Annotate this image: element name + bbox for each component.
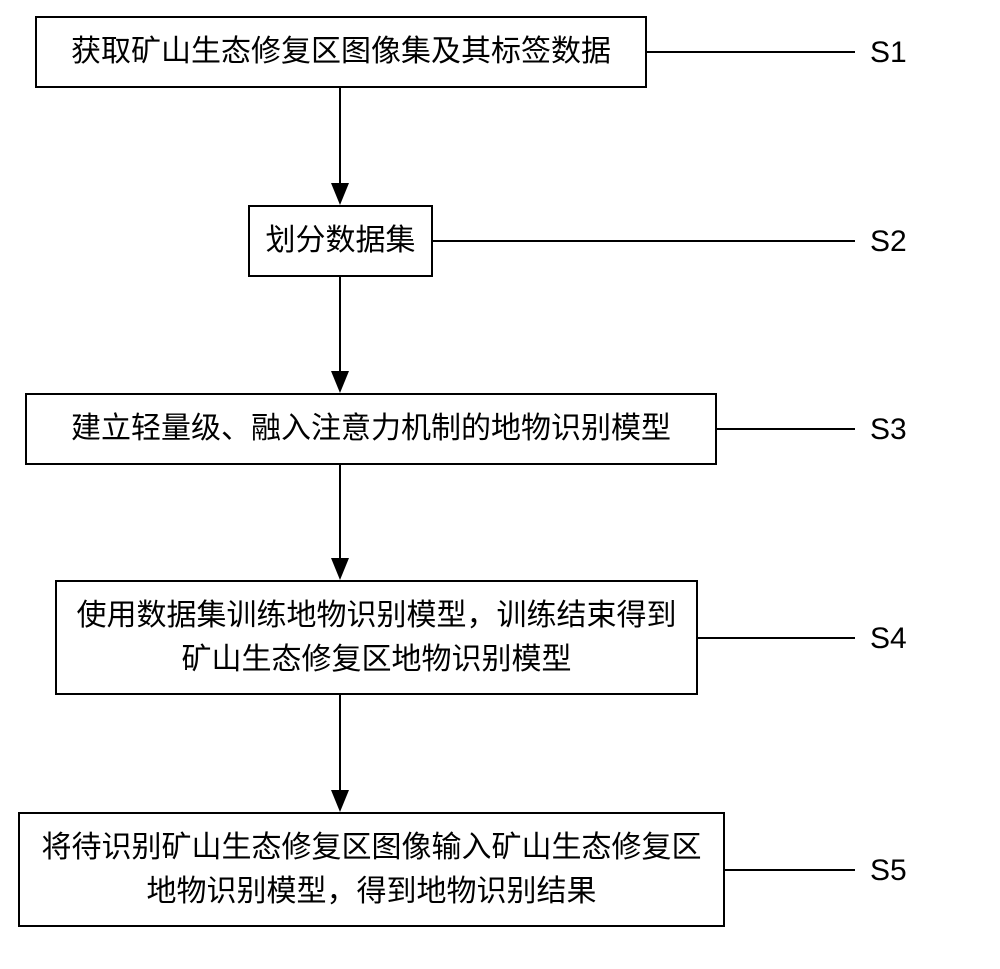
step-label-s4: S4	[870, 622, 907, 656]
flow-node-text: 建立轻量级、融入注意力机制的地物识别模型	[71, 407, 671, 451]
flow-node-text: 将待识别矿山生态修复区图像输入矿山生态修复区地物识别模型，得到地物识别结果	[34, 826, 709, 913]
flow-node-s1: 获取矿山生态修复区图像集及其标签数据	[35, 16, 647, 88]
connector-line-s5	[725, 869, 855, 871]
flow-node-s2: 划分数据集	[248, 205, 433, 277]
arrow-s3-s4	[320, 465, 360, 580]
connector-line-s2	[433, 240, 855, 242]
flow-node-s3: 建立轻量级、融入注意力机制的地物识别模型	[25, 393, 717, 465]
connector-line-s3	[717, 428, 855, 430]
arrow-s1-s2	[320, 88, 360, 205]
step-label-s1: S1	[870, 36, 907, 70]
step-label-s3: S3	[870, 413, 907, 447]
flow-node-text: 划分数据集	[266, 219, 416, 263]
flow-node-text: 使用数据集训练地物识别模型，训练结束得到矿山生态修复区地物识别模型	[71, 594, 682, 681]
flow-node-text: 获取矿山生态修复区图像集及其标签数据	[71, 30, 611, 74]
connector-line-s4	[698, 637, 855, 639]
step-label-s2: S2	[870, 225, 907, 259]
flowchart-canvas: 获取矿山生态修复区图像集及其标签数据 S1 划分数据集 S2 建立轻量级、融入注意力机制…	[0, 0, 1000, 969]
arrow-s4-s5	[320, 695, 360, 812]
flow-node-s5: 将待识别矿山生态修复区图像输入矿山生态修复区地物识别模型，得到地物识别结果	[18, 812, 725, 927]
flow-node-s4: 使用数据集训练地物识别模型，训练结束得到矿山生态修复区地物识别模型	[55, 580, 698, 695]
arrow-s2-s3	[320, 277, 360, 393]
connector-line-s1	[647, 51, 855, 53]
step-label-s5: S5	[870, 854, 907, 888]
